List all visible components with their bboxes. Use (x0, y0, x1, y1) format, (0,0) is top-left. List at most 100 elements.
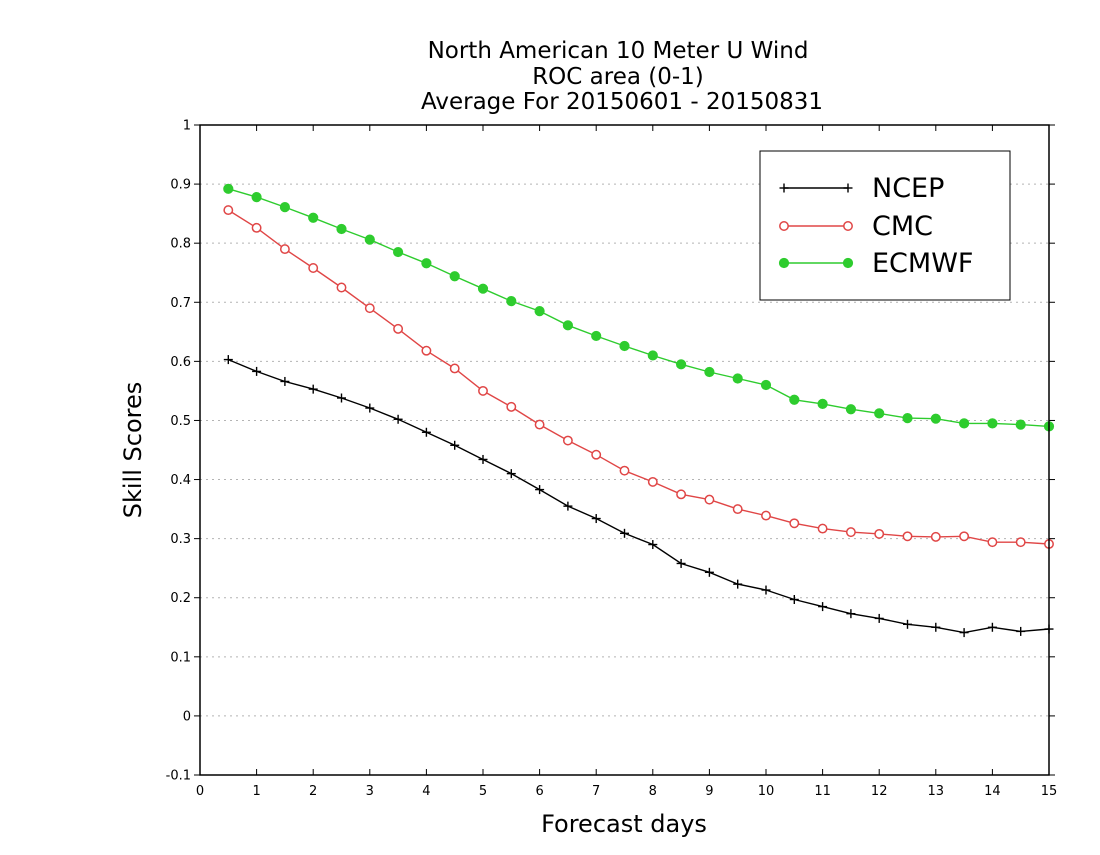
x-tick-label: 14 (984, 784, 1001, 799)
data-point-cmc (704, 494, 715, 505)
data-point-ncep (308, 384, 318, 394)
data-point-cmc (478, 385, 488, 396)
series-layer (223, 183, 1055, 638)
x-tick-label: 2 (309, 784, 317, 799)
data-point-ncep (535, 485, 545, 495)
data-point-ecmwf (619, 340, 630, 352)
data-point-ncep (761, 585, 771, 595)
x-tick-label: 10 (758, 784, 775, 799)
data-point-cmc (930, 531, 941, 542)
data-point-ncep (478, 454, 488, 464)
data-point-ncep (987, 622, 997, 632)
data-point-cmc (1015, 537, 1026, 548)
data-point-ecmwf (534, 306, 545, 317)
data-point-ecmwf (562, 320, 574, 331)
legend-marker-ncep (843, 183, 853, 193)
data-point-ecmwf (279, 202, 290, 213)
title-line-1: North American 10 Meter U Wind (428, 38, 809, 64)
data-point-ncep (563, 501, 573, 511)
y-tick-label: 0.7 (170, 296, 191, 311)
data-point-ncep (874, 613, 884, 623)
data-point-cmc (251, 222, 262, 233)
data-point-cmc (336, 282, 347, 293)
chart-title: North American 10 Meter U Wind ROC area … (421, 38, 823, 115)
data-point-ecmwf (817, 398, 828, 410)
data-point-cmc (562, 435, 573, 446)
x-tick-label: 3 (366, 784, 374, 799)
data-point-ecmwf (591, 330, 602, 342)
data-point-cmc (279, 244, 290, 255)
y-tick-label: 1 (183, 119, 191, 134)
y-tick-label: 0.3 (170, 532, 191, 547)
y-tick-label: 0.8 (170, 237, 191, 252)
data-point-ncep (676, 558, 686, 568)
data-point-cmc (874, 528, 885, 539)
x-tick-label: 13 (928, 784, 945, 799)
legend-item-ecmwf: ECMWF (778, 248, 973, 279)
data-point-ncep (337, 393, 346, 403)
data-point-ecmwf (477, 283, 489, 294)
plot-area-frame (199, 124, 1050, 776)
y-tick-label: 0 (183, 709, 191, 724)
data-point-cmc (959, 531, 970, 542)
y-tick-label: -0.1 (166, 769, 191, 784)
data-point-cmc (789, 518, 800, 529)
title-line-3: Average For 20150601 - 20150831 (421, 89, 823, 115)
data-point-ecmwf (364, 234, 375, 245)
data-point-ecmwf (930, 413, 941, 424)
legend-marker-ncep (779, 183, 789, 193)
data-point-ncep (648, 540, 658, 550)
series-ncep (223, 355, 1054, 638)
data-point-ecmwf (760, 379, 772, 391)
x-tick-label: 0 (196, 784, 204, 799)
x-tick-label: 6 (535, 784, 543, 799)
legend: NCEP CMC ECMWF (759, 150, 1011, 301)
data-point-cmc (987, 537, 998, 548)
data-point-cmc (393, 323, 404, 334)
data-point-ncep (421, 427, 431, 437)
data-point-ncep (506, 469, 516, 479)
legend-label-cmc: CMC (872, 211, 933, 242)
data-point-ncep (393, 414, 403, 424)
legend-marker-ecmwf (842, 257, 854, 269)
legend-item-ncep: NCEP (779, 173, 944, 204)
legend-marker-cmc (779, 221, 789, 231)
data-point-ncep (223, 355, 233, 365)
data-point-cmc (223, 205, 234, 216)
data-point-cmc (308, 263, 319, 273)
data-point-ncep (280, 376, 290, 386)
data-point-cmc (506, 401, 517, 412)
data-point-ecmwf (987, 418, 998, 429)
data-point-ecmwf (336, 223, 347, 235)
data-point-ncep (704, 567, 714, 577)
data-point-ncep (818, 602, 828, 612)
data-point-cmc (619, 465, 630, 476)
data-point-ecmwf (251, 191, 262, 203)
legend-item-cmc: CMC (779, 211, 933, 242)
data-point-ncep (365, 403, 375, 413)
data-point-ecmwf (704, 366, 715, 378)
data-point-ecmwf (421, 258, 432, 269)
y-axis-label: Skill Scores (119, 382, 147, 519)
data-point-ncep (903, 619, 912, 629)
data-point-cmc (817, 523, 828, 534)
data-point-ncep (620, 528, 629, 538)
x-tick-label: 8 (649, 784, 657, 799)
data-point-ecmwf (308, 212, 319, 223)
data-point-cmc (761, 510, 771, 521)
data-point-ncep (846, 609, 856, 619)
title-line-2: ROC area (0-1) (532, 64, 704, 90)
data-point-ecmwf (845, 404, 857, 415)
x-tick-label: 4 (422, 784, 430, 799)
legend-label-ncep: NCEP (872, 173, 944, 204)
data-point-ncep (733, 579, 743, 589)
data-point-ncep (450, 440, 460, 450)
data-point-cmc (647, 476, 658, 487)
series-cmc (223, 205, 1054, 549)
data-point-cmc (902, 531, 913, 542)
data-point-cmc (534, 419, 545, 430)
y-tick-label: 0.5 (170, 414, 191, 429)
data-point-cmc (676, 489, 687, 500)
data-point-cmc (364, 303, 375, 314)
